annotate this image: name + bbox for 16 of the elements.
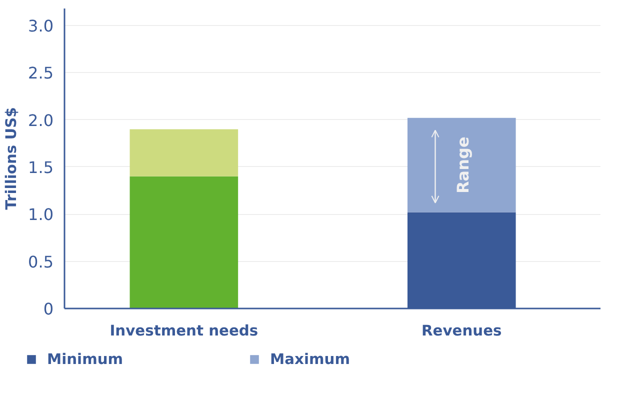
y-tick-label: 2.5 <box>28 64 54 83</box>
y-tick-label: 2.0 <box>28 110 54 130</box>
y-tick-label: 0.5 <box>28 252 54 272</box>
y-tick-label: 0 <box>43 300 54 318</box>
y-tick-label: 1.0 <box>28 205 54 224</box>
y-axis-title: Trillions US$ <box>3 107 20 210</box>
legend-label: Maximum <box>270 350 350 368</box>
y-tick-label: 3.0 <box>28 16 54 36</box>
y-tick-label: 1.5 <box>28 158 54 177</box>
x-tick-label: Revenues <box>422 322 502 340</box>
bar <box>130 176 238 308</box>
legend-label: Minimum <box>47 350 124 368</box>
bar <box>130 129 238 176</box>
bar <box>407 118 516 212</box>
x-tick-label: Investment needs <box>110 322 258 340</box>
annotation: Range <box>454 136 473 194</box>
